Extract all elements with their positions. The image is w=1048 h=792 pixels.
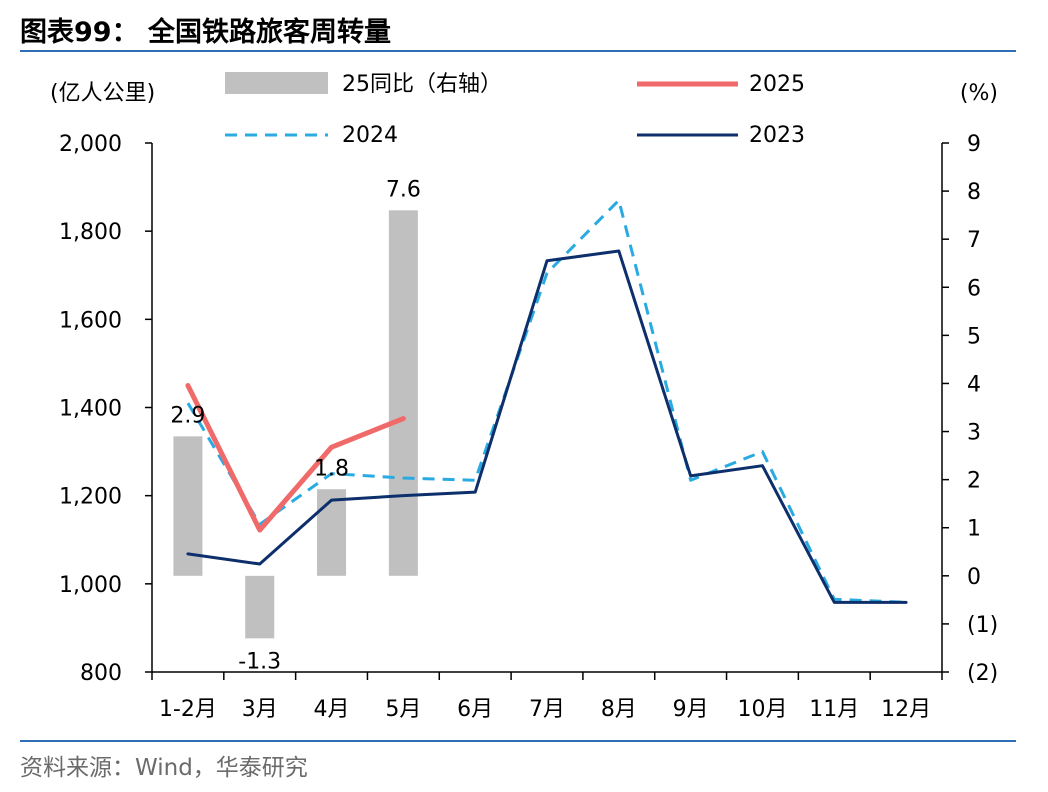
left-tick-label: 1,000 (59, 573, 122, 598)
right-tick-label: 4 (967, 372, 981, 397)
left-tick-label: 2,000 (59, 132, 122, 157)
x-tick-label: 1-2月 (159, 697, 217, 722)
left-tick-label: 1,200 (59, 485, 122, 510)
title-rule (20, 50, 1016, 52)
labels-layer: 2.9 -1.3 1.8 7.6 (170, 177, 420, 674)
legend-label-bar: 25同比（右轴） (342, 72, 502, 97)
figure-title: 图表99： 全国铁路旅客周转量 (20, 17, 391, 48)
x-tick-label: 7月 (529, 697, 565, 722)
line-series-2025 (185, 382, 406, 533)
legend-label-2025: 2025 (749, 72, 805, 97)
left-tick-label: 1,400 (59, 397, 122, 422)
axes-layer: 800 1,000 1,200 1,400 1,600 1,800 2,000 (2) (1) 0… (50, 81, 998, 722)
right-tick-label: 5 (967, 324, 981, 349)
line-series-2023 (186, 249, 908, 604)
bars-layer (173, 210, 418, 639)
x-tick-label: 5月 (385, 697, 421, 722)
source-rule (20, 740, 1016, 742)
left-tick-label: 1,800 (59, 220, 122, 245)
lines-layer (185, 198, 908, 604)
x-tick-label: 11月 (809, 697, 859, 722)
x-tick-label: 10月 (737, 697, 787, 722)
bar-data-label: -1.3 (238, 649, 281, 674)
line-series-2024 (186, 198, 907, 604)
right-tick-label: (1) (967, 613, 998, 638)
left-tick-label: 800 (80, 661, 122, 686)
left-tick-label: 1,600 (59, 308, 122, 333)
right-tick-label: 6 (967, 276, 981, 301)
right-tick-label: 9 (967, 132, 981, 157)
x-tick-label: 3月 (242, 697, 278, 722)
legend-swatch-bar (225, 72, 328, 94)
x-tick-label: 8月 (601, 697, 637, 722)
right-tick-label: 0 (967, 565, 981, 590)
x-tick-label: 4月 (314, 697, 350, 722)
bar (245, 575, 275, 639)
figure-source: 资料来源：Wind，华泰研究 (20, 755, 308, 781)
right-tick-label: 1 (967, 517, 981, 542)
left-axis-unit: (亿人公里) (50, 81, 155, 106)
bar (388, 210, 418, 576)
bar-data-label: 2.9 (170, 403, 205, 428)
bar (317, 489, 347, 576)
x-tick-label: 9月 (673, 697, 709, 722)
x-tick-label: 6月 (457, 697, 493, 722)
bar-data-label: 1.8 (314, 456, 349, 481)
right-tick-label: 8 (967, 180, 981, 205)
legend: 25同比（右轴） 2025 2024 2023 (225, 72, 805, 148)
x-tick-label: 12月 (881, 697, 931, 722)
right-axis-unit: (%) (960, 81, 998, 106)
legend-label-2023: 2023 (749, 123, 805, 148)
right-tick-label: 3 (967, 421, 981, 446)
right-tick-label: (2) (967, 661, 998, 686)
bar-data-label: 7.6 (386, 177, 421, 202)
legend-label-2024: 2024 (342, 123, 398, 148)
right-tick-label: 2 (967, 469, 981, 494)
right-tick-label: 7 (967, 228, 981, 253)
